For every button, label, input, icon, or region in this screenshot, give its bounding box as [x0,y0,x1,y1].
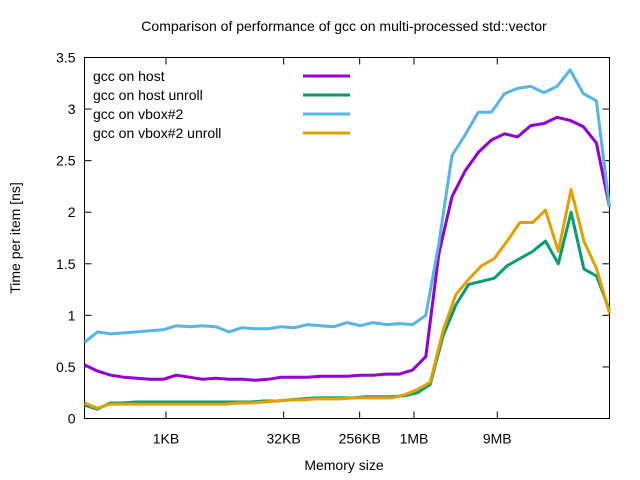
y-tick-label: 3 [68,101,76,117]
x-axis-label: Memory size [304,457,384,473]
y-tick-label: 1.5 [56,256,76,272]
x-tick-label: 1KB [153,431,179,447]
series-line-1 [83,115,611,382]
y-tick-label: 2 [68,204,76,220]
legend-label: gcc on vbox#2 [93,106,183,122]
series-layer [83,68,611,411]
chart-title: Comparison of performance of gcc on mult… [141,18,547,34]
series-line-4 [83,188,611,410]
series-line-3 [83,68,611,344]
legend-label: gcc on host unroll [93,87,203,103]
legend: gcc on host gcc on host unroll gcc on vbox… [93,68,350,141]
legend-label: gcc on host [93,68,165,84]
y-tick-label: 1 [68,307,76,323]
y-tick-label: 3.5 [56,50,76,66]
x-tick-label: 32KB [267,431,301,447]
x-tick-label: 1MB [400,431,429,447]
y-tick-label: 0 [68,411,76,427]
x-tick-label: 256KB [339,431,381,447]
ticks-layer: 0 0.5 1 1.5 2 2.5 3 3.5 1KB 32KB 256KB 1MB 9MB [56,50,610,447]
plot-frame [84,57,610,419]
y-tick-label: 0.5 [56,359,76,375]
x-tick-label: 9MB [483,431,512,447]
y-axis-label: Time per item [ns] [7,182,23,294]
legend-label: gcc on vbox#2 unroll [93,125,221,141]
y-tick-label: 2.5 [56,153,76,169]
